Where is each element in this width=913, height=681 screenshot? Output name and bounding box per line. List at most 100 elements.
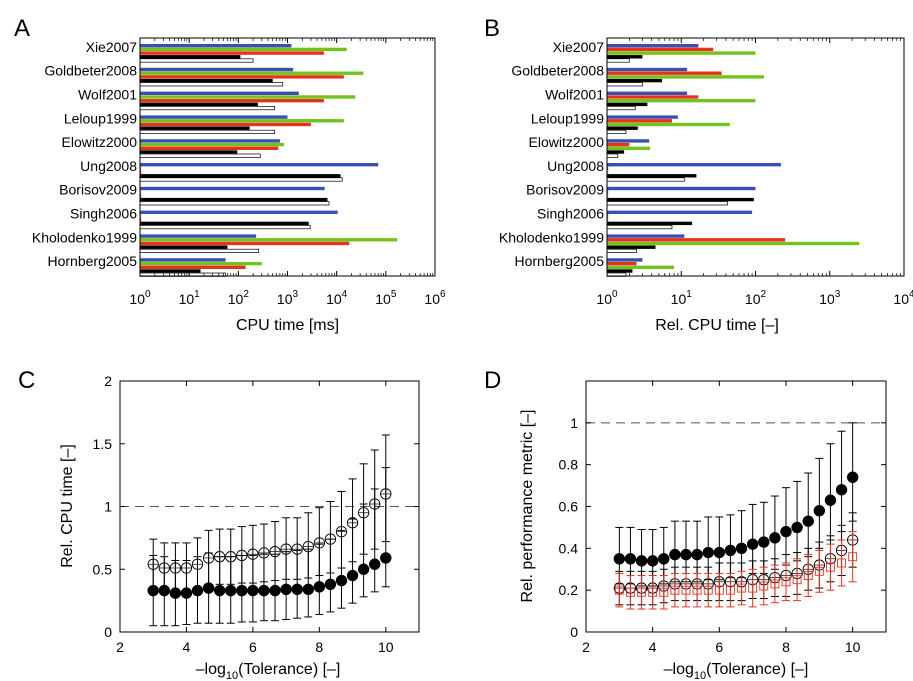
panel-c-point-filled <box>313 581 326 593</box>
panel-d-x-tick-label: 10 <box>845 639 861 655</box>
panel-a-bar <box>140 150 238 154</box>
panel-b-bar <box>606 177 685 182</box>
panel-c-y-tick-label: 1 <box>104 499 112 515</box>
panel-a-category-labels: Xie2007 Goldbeter2008 Wolf2001 Leloup1999 El… <box>32 39 137 269</box>
panel-d-y-tick-label: 0.8 <box>559 457 579 473</box>
panel-b-bar <box>607 150 625 154</box>
panel-b-bars <box>606 44 860 277</box>
panel-c-x-tick-label: 2 <box>116 639 124 655</box>
panel-a-tick-base: 10 <box>129 291 145 307</box>
panel-b-category-label: Elowitz2000 <box>529 134 605 150</box>
panel-d-point-square <box>659 587 669 597</box>
panel-a-bar <box>139 82 284 87</box>
panel-letter-c: C <box>18 367 35 394</box>
panel-d-point-square <box>737 583 747 593</box>
panel-a-tick-base: 10 <box>326 291 342 307</box>
panel-a-bar <box>139 58 254 63</box>
panel-b-bar <box>607 163 781 167</box>
panel-a-bar <box>140 218 142 222</box>
panel-d-point-square <box>625 587 635 597</box>
panel-d-point-filled <box>769 532 781 544</box>
panel-a-bar <box>140 261 262 266</box>
panel-b-category-labels: Xie2007 Goldbeter2008 Wolf2001 Leloup1999 El… <box>499 39 604 269</box>
panel-d-x-tick-label: 6 <box>715 639 723 655</box>
panel-c-plot <box>120 434 419 627</box>
panel-d-point-filled <box>646 555 659 567</box>
panel-b: B Xie2007 Goldbeter2008 Wolf2001 Leloup1999… <box>484 15 913 334</box>
panel-a-tick-exp: 6 <box>440 289 446 300</box>
panel-a-bar <box>140 190 142 194</box>
panel-a-category-label: Leloup1999 <box>64 110 137 126</box>
panel-a-category-label: Xie2007 <box>86 39 138 55</box>
panel-d-point-filled <box>669 548 681 561</box>
panel-a-tick-exp: 3 <box>293 289 299 300</box>
panel-a-bar <box>140 258 226 262</box>
panel-b-tick-base: 10 <box>596 291 612 307</box>
panel-b-bar <box>607 139 650 143</box>
panel-a-tick-base: 10 <box>277 291 293 307</box>
panel-b-category-label: Borisov2009 <box>526 182 604 198</box>
panel-b-bar <box>606 153 619 158</box>
panel-a-tick-base: 10 <box>179 291 195 307</box>
panel-b-bar <box>607 166 609 171</box>
panel-letter-d: D <box>484 367 501 394</box>
panel-b-tick-label: 102 <box>745 289 767 307</box>
panel-d-point-filled <box>702 546 714 559</box>
panel-b-category-label: Hornberg2005 <box>514 253 604 269</box>
panel-b-category-label: Ung2008 <box>547 158 604 174</box>
panel-b-bar <box>607 174 697 178</box>
panel-c-x-tick-label: 6 <box>249 639 257 655</box>
panel-a-tick-label: 101 <box>179 289 201 307</box>
panel-b-tick-exp: 3 <box>835 289 841 300</box>
panel-b-tick-base: 10 <box>671 291 687 307</box>
panel-b-bar <box>606 58 630 63</box>
panel-a-tick-label: 103 <box>277 289 299 307</box>
panel-c-x-tick-label: 8 <box>315 639 323 655</box>
panel-d-point-filled <box>658 553 670 565</box>
panel-c-point-filled <box>269 584 281 597</box>
panel-a-bar <box>140 265 246 269</box>
panel-a-bar <box>140 186 325 191</box>
panel-d-y-tick-label: 0.6 <box>559 499 579 515</box>
panel-b-bar <box>607 218 609 222</box>
panel-b-tick-base: 10 <box>745 291 761 307</box>
panel-a-category-label: Wolf2001 <box>78 87 137 103</box>
panel-a-tick-label: 102 <box>228 289 250 307</box>
panel-d-point-square <box>614 585 624 595</box>
panel-letter-a: A <box>14 15 30 42</box>
panel-a-bar <box>140 75 344 79</box>
panel-a-tick-exp: 4 <box>342 289 348 300</box>
panel-b-bar <box>607 71 722 75</box>
panel-d-x-tick-label: 8 <box>782 639 790 655</box>
panel-a-bar <box>139 177 343 182</box>
panel-a-bar <box>140 197 328 202</box>
panel-c-x-label-rest: (Tolerance) [–] <box>238 661 340 678</box>
panel-d-point-filled <box>624 553 637 565</box>
panel-c-point-filled <box>280 583 292 596</box>
panel-d-point-filled <box>635 555 648 567</box>
panel-b-category-label: Singh2006 <box>537 206 604 222</box>
panel-a-bar <box>139 225 311 230</box>
panel-c-point-filled <box>213 584 226 597</box>
panel-b-category-label: Goldbeter2008 <box>511 63 604 79</box>
panel-b-tick-base: 10 <box>819 291 835 307</box>
panel-a: A Xie2007 Goldbeter2008 Wolf2001 Leloup1999… <box>14 15 446 334</box>
panel-d-point-filled <box>724 544 737 557</box>
panel-b-bar <box>607 122 730 127</box>
panel-a-bar <box>140 269 201 273</box>
panel-b-bar <box>607 75 764 79</box>
panel-a-tick-exp: 1 <box>194 289 200 300</box>
panel-d-point-square <box>681 585 691 595</box>
panel-a-bar <box>140 166 142 171</box>
panel-b-bar <box>607 99 756 103</box>
panel-d-point-square <box>781 577 791 587</box>
panel-a-x-ticks: 100 101 102 103 104 105 106 <box>129 38 446 307</box>
panel-a-bar <box>140 139 280 143</box>
panel-a-bar <box>140 245 228 249</box>
panel-b-tick-label: 103 <box>819 289 841 307</box>
panel-a-bars <box>139 44 398 277</box>
panel-c-y-tick-label: 0.5 <box>93 561 113 577</box>
panel-a-bar <box>140 210 338 214</box>
